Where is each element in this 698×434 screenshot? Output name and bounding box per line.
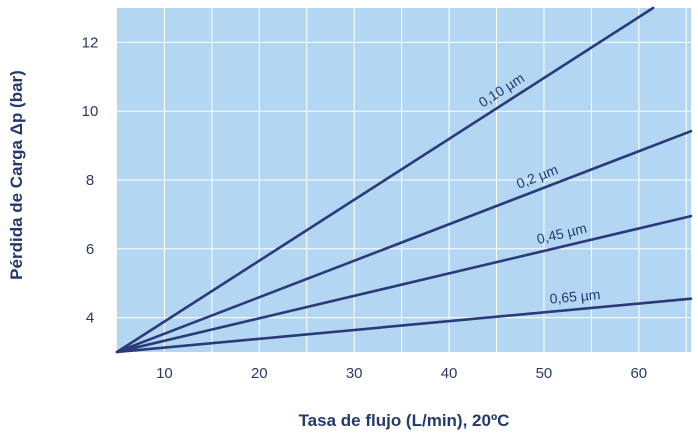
series-line-1: [115, 6, 655, 354]
y-tick-label: 4: [86, 310, 94, 327]
series-line-4: [115, 297, 693, 354]
y-tick-labels: 4 6 8 10 12: [82, 34, 99, 326]
y-axis-title: Pérdida de Carga Δp (bar): [7, 70, 26, 280]
grid: [117, 8, 691, 352]
y-tick-label: 10: [82, 103, 99, 120]
y-tick-label: 12: [82, 34, 99, 51]
y-tick-label: 6: [86, 241, 94, 258]
x-tick-label: 20: [251, 365, 268, 382]
series-line-3: [115, 214, 693, 354]
x-tick-labels: 10 20 30 40 50 60: [156, 365, 647, 382]
x-tick-label: 60: [630, 365, 647, 382]
x-tick-label: 40: [441, 365, 458, 382]
x-axis-title: Tasa de flujo (L/min), 20ºC: [299, 411, 510, 430]
series-label-4: 0,65 µm: [549, 286, 601, 307]
x-tick-label: 50: [536, 365, 553, 382]
series-lines: [115, 6, 693, 354]
x-tick-label: 10: [156, 365, 173, 382]
series-line-2: [115, 129, 693, 354]
x-tick-label: 30: [346, 365, 363, 382]
y-tick-label: 8: [86, 172, 94, 189]
